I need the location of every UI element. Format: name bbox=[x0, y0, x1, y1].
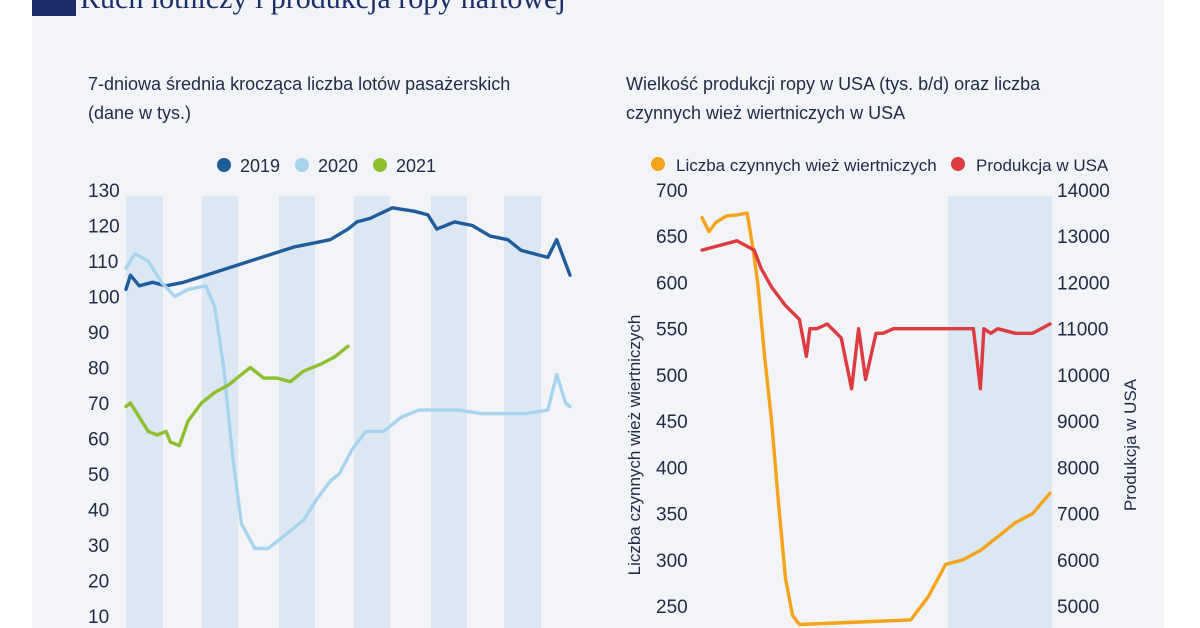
series-line-2 bbox=[700, 239, 1052, 391]
legend-label-2: Produkcja w USA bbox=[976, 156, 1109, 175]
legend-marker-2019 bbox=[217, 158, 231, 172]
y-tick-label: 110 bbox=[88, 252, 118, 273]
y-tick-label-right: 5000 bbox=[1057, 597, 1099, 618]
series-line-2019 bbox=[124, 206, 572, 292]
shade-band bbox=[948, 196, 1052, 628]
y-tick-label-left: 600 bbox=[656, 273, 688, 294]
y-tick-label-right: 11000 bbox=[1057, 320, 1108, 341]
y-tick-label-left: 650 bbox=[656, 227, 688, 248]
y-tick-label-right: 8000 bbox=[1057, 458, 1099, 479]
legend-label-2019: 2019 bbox=[240, 156, 280, 176]
series-line-2021 bbox=[124, 344, 350, 448]
legend-label-1: Liczba czynnych wież wiertniczych bbox=[676, 156, 937, 175]
y-tick-label-right: 9000 bbox=[1057, 412, 1099, 433]
y-tick-label: 10 bbox=[88, 607, 109, 628]
y-tick-label-right: 6000 bbox=[1057, 551, 1099, 572]
y-tick-label-left: 400 bbox=[656, 458, 688, 479]
y-tick-label-left: 300 bbox=[656, 551, 688, 572]
y-tick-label: 50 bbox=[88, 465, 109, 486]
legend-marker-2021 bbox=[373, 158, 387, 172]
page-title: Ruch lotniczy i produkcja ropy naftowej bbox=[80, 0, 566, 16]
chart-1-title: 7-dniowa średnia krocząca liczba lotów p… bbox=[88, 74, 511, 123]
y-tick-label-right: 7000 bbox=[1057, 505, 1099, 526]
y-tick-label: 30 bbox=[88, 536, 109, 557]
legend-marker-1 bbox=[651, 157, 665, 171]
legend-marker-2 bbox=[951, 157, 965, 171]
y-tick-label: 60 bbox=[88, 430, 109, 451]
y-tick-label-left: 550 bbox=[656, 320, 688, 341]
title-badge bbox=[32, 0, 76, 16]
series-line-1 bbox=[700, 211, 1052, 627]
y-tick-label: 120 bbox=[88, 217, 120, 238]
y-axis-title-right: Produkcja w USA bbox=[1121, 378, 1140, 511]
legend-marker-2020 bbox=[295, 158, 309, 172]
y-tick-label-left: 450 bbox=[656, 412, 688, 433]
shade-band-4 bbox=[354, 196, 390, 628]
y-tick-label-right: 13000 bbox=[1057, 227, 1110, 248]
chart-2-title: Wielkość produkcji ropy w USA (tys. b/d)… bbox=[626, 74, 1041, 123]
y-tick-label: 130 bbox=[88, 181, 120, 202]
legend-label-2021: 2021 bbox=[396, 156, 436, 176]
y-tick-label-left: 350 bbox=[656, 505, 688, 526]
y-tick-label-left: 700 bbox=[656, 181, 688, 202]
y-tick-label-right: 12000 bbox=[1057, 273, 1110, 294]
y-tick-label-right: 14000 bbox=[1057, 181, 1110, 202]
y-tick-label: 80 bbox=[88, 359, 109, 380]
y-tick-label-left: 500 bbox=[656, 366, 688, 387]
y-tick-label-right: 10000 bbox=[1057, 366, 1110, 387]
shade-band-3 bbox=[279, 196, 315, 628]
y-tick-label: 90 bbox=[88, 323, 109, 344]
y-tick-label: 70 bbox=[88, 394, 109, 415]
y-tick-label-left: 250 bbox=[656, 597, 688, 618]
y-tick-label: 40 bbox=[88, 501, 109, 522]
series-line-2020 bbox=[124, 252, 572, 551]
legend-label-2020: 2020 bbox=[318, 156, 358, 176]
y-axis-title-left: Liczba czynnych wież wiertniczych bbox=[625, 315, 644, 576]
shade-band-1 bbox=[126, 196, 163, 628]
y-tick-label: 20 bbox=[88, 572, 109, 593]
y-tick-label: 100 bbox=[88, 288, 120, 309]
